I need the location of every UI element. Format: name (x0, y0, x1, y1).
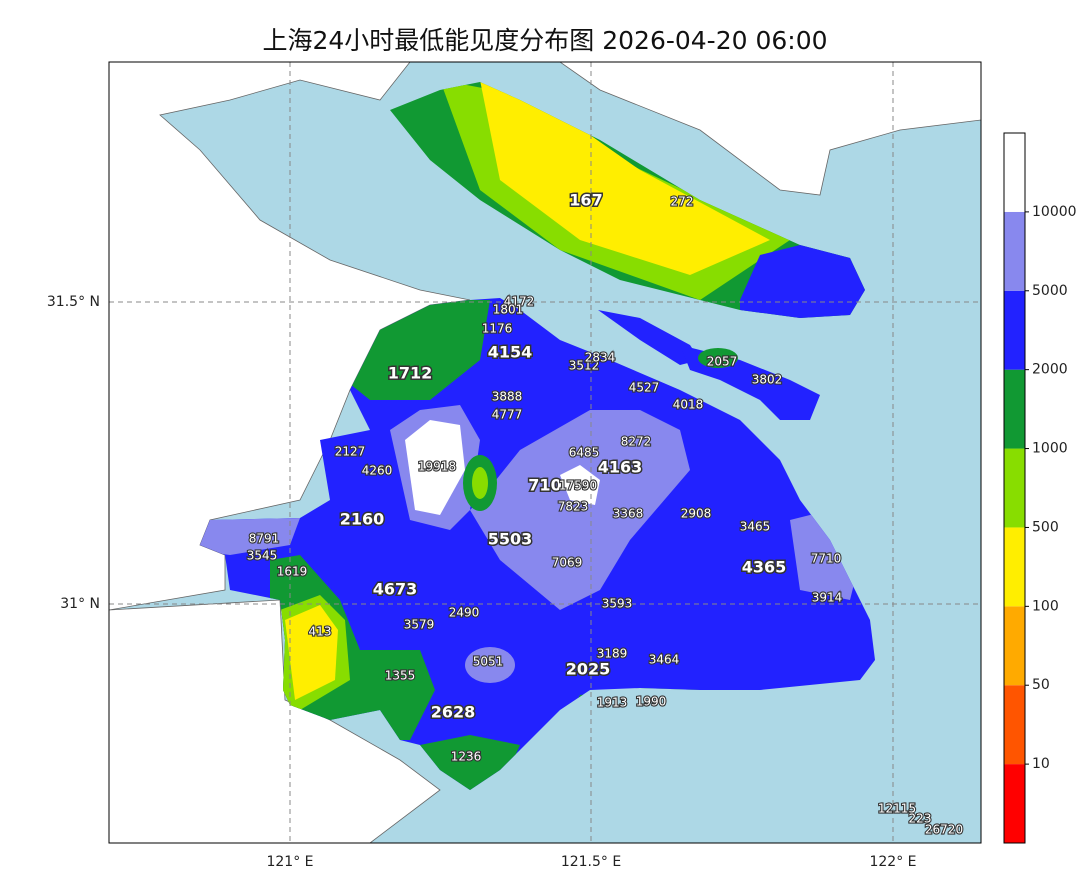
colorbar-label: 1000 (1032, 441, 1068, 457)
colorbar-segment (1004, 448, 1025, 528)
lon-label: 121.5° E (561, 854, 621, 870)
station-label: 1712 (388, 364, 433, 383)
station-label: 1619 (277, 565, 308, 579)
station-label: 2908 (681, 507, 712, 521)
station-label: 4365 (742, 558, 787, 577)
station-label: 1801 (493, 303, 524, 317)
station-label: 5503 (488, 530, 533, 549)
station-label: 3593 (602, 597, 633, 611)
station-label: 2160 (340, 510, 385, 529)
changxing (598, 310, 700, 365)
station-label: 2628 (431, 703, 476, 722)
colorbar-segment (1004, 685, 1025, 765)
map-frame (108, 61, 982, 844)
station-label: 5051 (473, 655, 504, 669)
station-label: 2490 (449, 606, 480, 620)
station-label: 4260 (362, 464, 393, 478)
station-label: 3545 (247, 549, 278, 563)
colorbar-segment (1004, 527, 1025, 607)
colorbar-segment (1004, 211, 1025, 291)
station-label: 413 (309, 625, 332, 639)
station-label: 4172 (504, 295, 535, 309)
station-label: 12115 (878, 802, 916, 816)
lat-label: 31° N (60, 596, 100, 612)
station-label: 2057 (707, 355, 738, 369)
colorbar-segment (1004, 764, 1025, 843)
station-label: 17590 (559, 479, 597, 493)
station-label: 1236 (451, 750, 482, 764)
colorbar-label: 500 (1032, 519, 1059, 535)
station-label: 3579 (404, 618, 435, 632)
station-label: 3189 (597, 647, 628, 661)
colorbar-label: 100 (1032, 598, 1059, 614)
station-label: 2025 (566, 660, 611, 679)
colorbar-label: 2000 (1032, 362, 1068, 378)
land-northeast (559, 62, 981, 196)
station-label: 2834 (585, 351, 616, 365)
colorbar-segment (1004, 290, 1025, 370)
colorbar-frame (1003, 132, 1026, 844)
station-label: 4777 (492, 408, 523, 422)
colorbar: 10 50 100 500 1000 2000 5000 10000 (1003, 132, 1077, 844)
station-label: 710 (528, 476, 561, 495)
colorbar-segment (1004, 133, 1025, 212)
station-label: 1913 (597, 696, 628, 710)
colorbar-segment (1004, 369, 1025, 449)
station-label: 19918 (418, 460, 456, 474)
colorbar-label: 10 (1032, 756, 1050, 772)
station-label: 1355 (385, 669, 416, 683)
station-label: 223 (909, 812, 932, 826)
lon-label: 122° E (869, 854, 916, 870)
station-label: 2127 (335, 445, 366, 459)
station-label: 3802 (752, 373, 783, 387)
station-label: 4018 (673, 398, 704, 412)
station-label: 3464 (649, 653, 680, 667)
station-label: 3888 (492, 390, 523, 404)
map-title: 上海24小时最低能见度分布图 2026-04-20 06:00 (262, 26, 827, 55)
station-label: 4154 (488, 343, 533, 362)
land-south (109, 599, 441, 843)
station-label: 1990 (636, 695, 667, 709)
station-label: 7823 (558, 500, 589, 514)
station-label: 8272 (621, 435, 652, 449)
station-label: 3368 (613, 507, 644, 521)
station-label: 3512 (569, 359, 600, 373)
station-label: 8791 (249, 532, 280, 546)
station-label: 4163 (598, 458, 643, 477)
station-label: 4673 (373, 580, 418, 599)
station-label: 3914 (812, 591, 843, 605)
lat-label: 31.5° N (47, 294, 100, 310)
station-label: 1176 (482, 322, 513, 336)
station-label: 26720 (925, 823, 963, 837)
colorbar-label: 10000 (1032, 204, 1077, 220)
station-label: 272 (671, 195, 694, 209)
lon-label: 121° E (266, 854, 313, 870)
colorbar-label: 5000 (1032, 283, 1068, 299)
station-label: 7710 (811, 552, 842, 566)
station-label: 4527 (629, 381, 660, 395)
colorbar-label: 50 (1032, 677, 1050, 693)
station-label: 167 (569, 191, 602, 210)
station-label: 6485 (569, 446, 600, 460)
station-label: 7069 (552, 556, 583, 570)
station-label: 3465 (740, 520, 771, 534)
colorbar-segment (1004, 606, 1025, 686)
